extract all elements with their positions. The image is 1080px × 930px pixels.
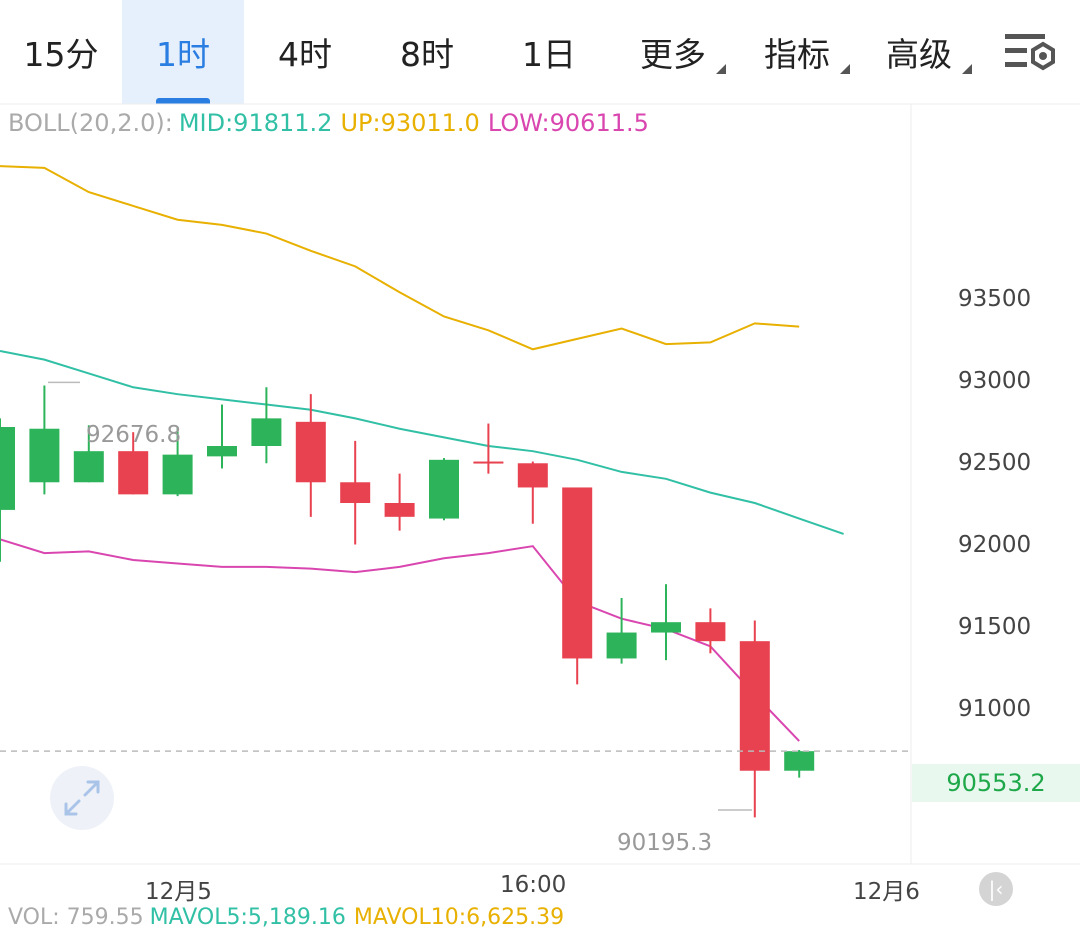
candle-body bbox=[73, 451, 104, 483]
tab-1h[interactable]: 1时 bbox=[122, 0, 244, 104]
tab-15m[interactable]: 15分 bbox=[0, 0, 122, 104]
y-tick-label: 93000 bbox=[958, 368, 1032, 394]
fullscreen-button[interactable] bbox=[50, 766, 114, 830]
y-tick-label: 92500 bbox=[958, 450, 1032, 476]
mid-band-line bbox=[0, 350, 844, 535]
mavol10-label: MAVOL10:6,625.39 bbox=[353, 905, 565, 930]
y-tick-label: 93500 bbox=[958, 286, 1032, 312]
tab-label: 高级 bbox=[886, 35, 952, 74]
boll-mid: MID:91811.2 bbox=[178, 109, 333, 137]
candle-body bbox=[695, 622, 726, 642]
boll-low: LOW:90611.5 bbox=[487, 109, 649, 137]
tab-label: 8时 bbox=[400, 35, 454, 74]
candle-body bbox=[473, 461, 504, 464]
chart-settings-icon[interactable] bbox=[1003, 30, 1057, 76]
candle-body bbox=[384, 503, 415, 517]
tab-label: 1时 bbox=[156, 35, 210, 74]
mavol5-label: MAVOL5:5,189.16 bbox=[149, 905, 346, 930]
tab-more[interactable]: 更多 bbox=[612, 0, 734, 104]
candle-body bbox=[251, 418, 282, 446]
boll-up: UP:93011.0 bbox=[340, 109, 480, 137]
candle-body bbox=[606, 632, 637, 659]
collapse-axis-button[interactable]: |‹ bbox=[979, 872, 1013, 906]
dropdown-triangle-icon bbox=[716, 64, 726, 74]
upper-band-line bbox=[0, 165, 800, 351]
y-tick-label: 92000 bbox=[958, 532, 1032, 558]
lower-band-line bbox=[0, 538, 800, 742]
active-tab-indicator bbox=[156, 98, 210, 104]
candle-body bbox=[562, 487, 593, 659]
low-price-annotation: 90195.3 bbox=[617, 830, 713, 856]
tab-1d[interactable]: 1日 bbox=[488, 0, 610, 104]
tab-label: 指标 bbox=[764, 35, 830, 74]
tab-indicators[interactable]: 指标 bbox=[736, 0, 858, 104]
volume-legend: VOL: 759.55 MAVOL5:5,189.16 MAVOL10:6,625.… bbox=[8, 905, 564, 930]
candle-body bbox=[207, 446, 237, 457]
last-price-tag: 90553.2 bbox=[912, 764, 1080, 802]
boll-label: BOLL(20,2.0): bbox=[8, 109, 173, 137]
collapse-icon: |‹ bbox=[988, 877, 1004, 901]
tab-label: 更多 bbox=[640, 35, 706, 74]
vol-label: VOL: 759.55 bbox=[8, 905, 144, 930]
dropdown-triangle-icon bbox=[840, 64, 850, 74]
candle-body bbox=[295, 421, 326, 483]
timeframe-tabs: 15分 1时 4时 8时 1日 更多 指标 高级 bbox=[0, 0, 1080, 104]
tab-label: 15分 bbox=[23, 35, 99, 74]
y-tick-label: 91500 bbox=[958, 614, 1032, 640]
dropdown-triangle-icon bbox=[962, 64, 972, 74]
candle-body bbox=[162, 454, 193, 495]
candle-body bbox=[29, 428, 60, 483]
candle-body bbox=[651, 622, 681, 633]
tab-label: 1日 bbox=[522, 35, 576, 74]
tab-advanced[interactable]: 高级 bbox=[858, 0, 980, 104]
y-tick-label: 91000 bbox=[958, 696, 1032, 722]
expand-arrows-icon bbox=[64, 780, 100, 816]
candle-body bbox=[340, 482, 371, 503]
candle-body bbox=[517, 463, 548, 488]
tab-4h[interactable]: 4时 bbox=[244, 0, 366, 104]
x-tick-label: 16:00 bbox=[500, 872, 567, 898]
tab-label: 4时 bbox=[278, 35, 332, 74]
candle-body bbox=[118, 451, 149, 495]
candle-body bbox=[784, 751, 815, 771]
tab-8h[interactable]: 8时 bbox=[366, 0, 488, 104]
candle-body bbox=[0, 427, 15, 510]
high-price-annotation: 92676.8 bbox=[86, 422, 182, 448]
candle-body bbox=[739, 641, 770, 771]
candle-body bbox=[429, 459, 459, 519]
boll-legend: BOLL(20,2.0): MID:91811.2 UP:93011.0 LOW:90… bbox=[8, 109, 649, 137]
x-tick-label: 12月5 bbox=[145, 879, 212, 905]
x-tick-label: 12月6 bbox=[853, 879, 920, 905]
